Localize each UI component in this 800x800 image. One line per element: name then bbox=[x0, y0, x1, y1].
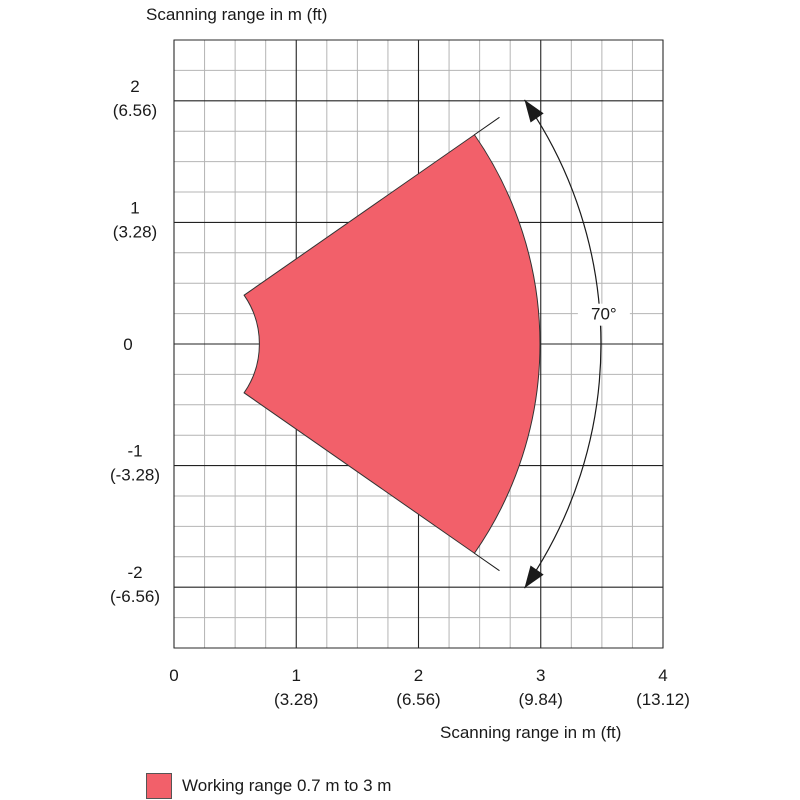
x-tick-label: 2 bbox=[414, 666, 423, 685]
x-axis-title: Scanning range in m (ft) bbox=[440, 723, 621, 742]
plot-border bbox=[173, 39, 664, 649]
scanning-range-chart: 70° 0 1 (3.28) 2 (6.56) 3 (9.84) 4 (13.12) 2 (6.5… bbox=[110, 5, 690, 742]
y-tick-label: -1 bbox=[127, 442, 142, 461]
x-tick-sublabel: (3.28) bbox=[274, 690, 318, 709]
x-tick-label: 0 bbox=[169, 666, 178, 685]
y-tick-labels: 2 (6.56) 1 (3.28) 0 -1 (-3.28) -2 (-6.56) bbox=[110, 77, 160, 606]
x-tick-sublabel: (13.12) bbox=[636, 690, 690, 709]
x-tick-label: 3 bbox=[536, 666, 545, 685]
extension-line-upper bbox=[474, 116, 500, 136]
angle-label: 70° bbox=[591, 305, 617, 324]
angle-annotation: 70° bbox=[474, 99, 630, 589]
x-tick-labels: 0 1 (3.28) 2 (6.56) 3 (9.84) 4 (13.12) bbox=[169, 666, 690, 709]
legend-swatch bbox=[146, 773, 172, 799]
y-tick-sublabel: (-6.56) bbox=[110, 587, 160, 606]
y-axis-title: Scanning range in m (ft) bbox=[146, 5, 327, 24]
y-tick-label: 0 bbox=[123, 335, 132, 354]
extension-line-lower bbox=[474, 552, 500, 572]
y-tick-sublabel: (-3.28) bbox=[110, 466, 160, 485]
annotation-bg bbox=[577, 303, 630, 326]
y-tick-sublabel: (6.56) bbox=[113, 101, 157, 120]
x-tick-sublabel: (6.56) bbox=[396, 690, 440, 709]
y-tick-sublabel: (3.28) bbox=[113, 222, 157, 241]
x-tick-label: 4 bbox=[658, 666, 667, 685]
working-range-area bbox=[243, 134, 541, 554]
legend-label: Working range 0.7 m to 3 m bbox=[182, 776, 392, 795]
legend: Working range 0.7 m to 3 m bbox=[146, 772, 391, 800]
arrowhead-upper bbox=[524, 99, 544, 123]
arrowhead-lower bbox=[524, 565, 544, 589]
x-tick-label: 1 bbox=[292, 666, 301, 685]
y-tick-label: -2 bbox=[127, 563, 142, 582]
angle-arc bbox=[524, 99, 602, 589]
x-tick-sublabel: (9.84) bbox=[519, 690, 563, 709]
y-tick-label: 2 bbox=[130, 77, 139, 96]
y-tick-label: 1 bbox=[130, 198, 139, 217]
